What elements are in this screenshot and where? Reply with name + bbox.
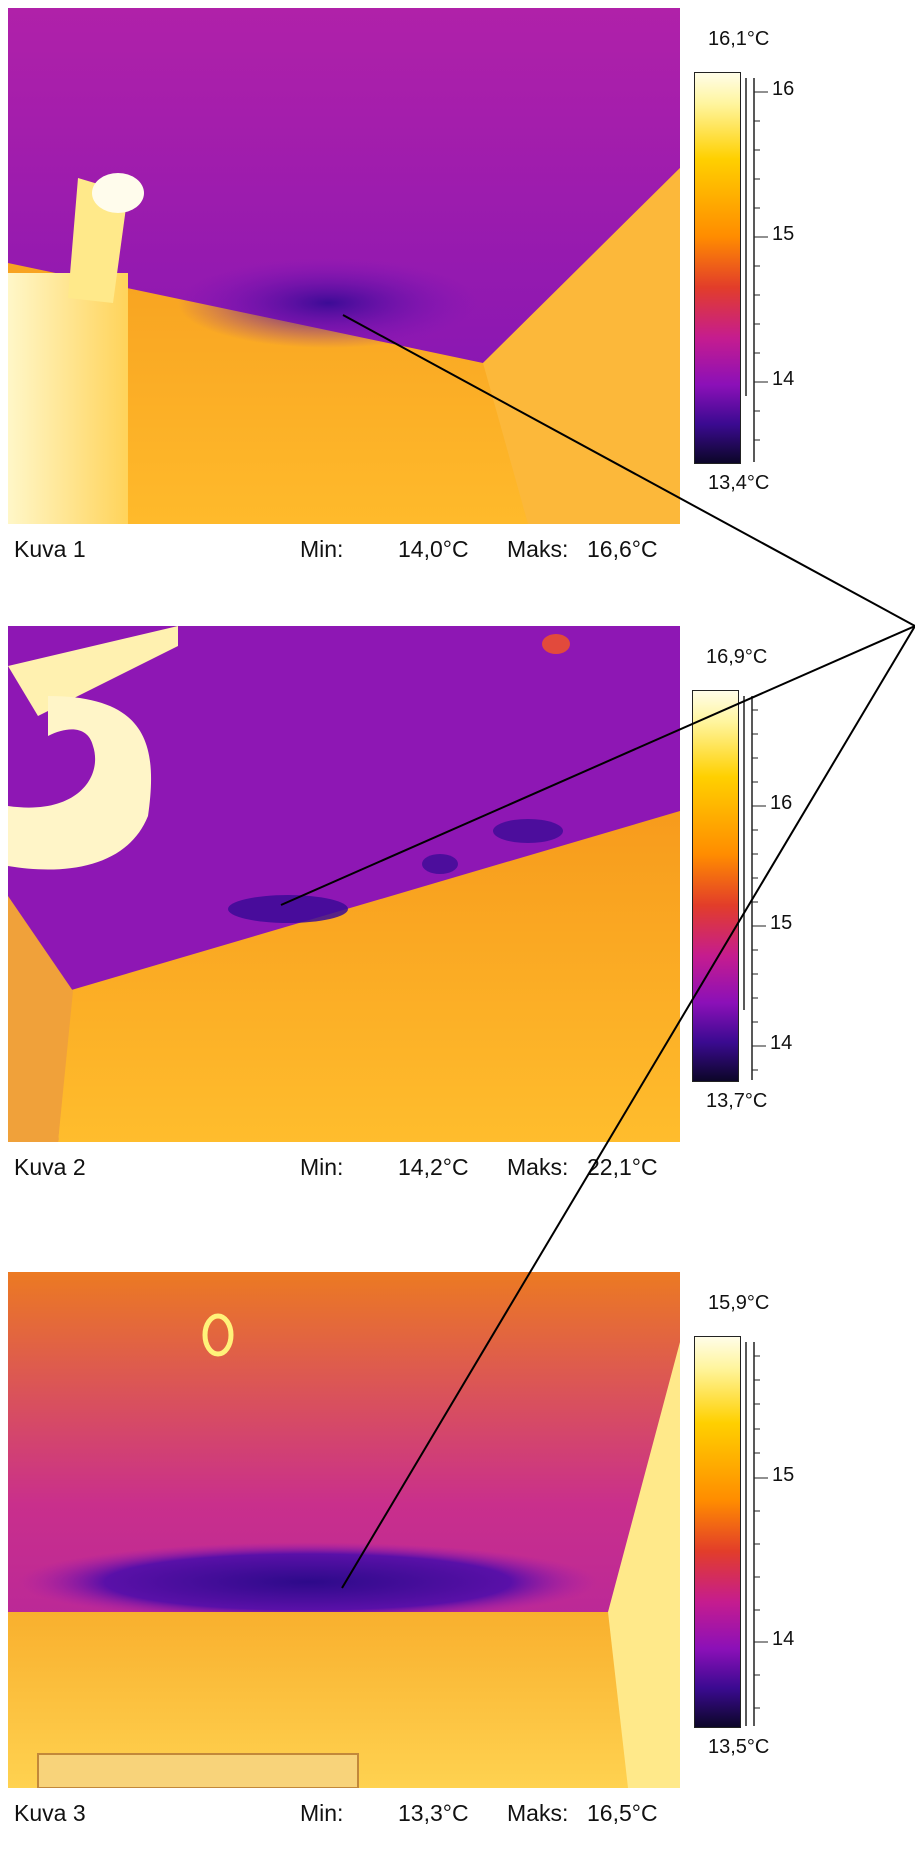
scale-min-label: 13,7°C <box>706 1090 768 1112</box>
thermal-image-2 <box>8 626 680 1142</box>
image-title: Kuva 3 <box>14 1800 86 1826</box>
color-scale-1: 16,1°C 16 15 14 13,4°C <box>686 22 836 502</box>
color-scale-2: 16,9°C 16 15 14 13,7°C <box>684 640 834 1120</box>
caption-3: Kuva 3 Min: 13,3°C Maks: 16,5°C <box>10 1800 686 1830</box>
min-value: 14,0°C <box>398 536 469 562</box>
scale-tick-label: 14 <box>770 1032 793 1054</box>
thermal-panel-3: Kuva 3 Min: 13,3°C Maks: 16,5°C <box>8 1272 684 1872</box>
max-value: 22,1°C <box>587 1154 658 1180</box>
max-label: Maks: <box>507 1800 569 1826</box>
scale-min-label: 13,4°C <box>708 472 770 494</box>
image-title: Kuva 1 <box>14 536 86 562</box>
caption-1: Kuva 1 Min: 14,0°C Maks: 16,6°C <box>10 536 686 566</box>
scale-gradient-bar <box>692 690 739 1082</box>
thermal-image-3 <box>8 1272 680 1788</box>
max-label: Maks: <box>507 1154 569 1180</box>
scale-tick-label: 14 <box>772 368 795 390</box>
thermal-image-1 <box>8 8 680 524</box>
image-title: Kuva 2 <box>14 1154 86 1180</box>
scale-tick-label: 14 <box>772 1628 795 1650</box>
scale-gradient-bar <box>694 72 741 464</box>
scale-tick-label: 15 <box>772 223 795 245</box>
color-scale-3: 15,9°C 15 14 13,5°C <box>686 1286 836 1766</box>
thermal-panel-2: Kuva 2 Min: 14,2°C Maks: 22,1°C <box>8 626 684 1226</box>
caption-2: Kuva 2 Min: 14,2°C Maks: 22,1°C <box>10 1154 686 1184</box>
scale-axis: 16 15 14 <box>742 690 812 1080</box>
min-label: Min: <box>300 536 344 562</box>
scale-max-label: 16,9°C <box>706 646 768 668</box>
scale-axis: 16 15 14 <box>744 72 814 462</box>
scale-tick-label: 16 <box>772 78 795 100</box>
max-label: Maks: <box>507 536 569 562</box>
scale-tick-label: 15 <box>772 1464 795 1486</box>
scale-max-label: 15,9°C <box>708 1292 770 1314</box>
min-label: Min: <box>300 1154 344 1180</box>
min-label: Min: <box>300 1800 344 1826</box>
scale-gradient-bar <box>694 1336 741 1728</box>
thermal-panel-1: Kuva 1 Min: 14,0°C Maks: 16,6°C <box>8 8 684 608</box>
scale-min-label: 13,5°C <box>708 1736 770 1758</box>
min-value: 13,3°C <box>398 1800 469 1826</box>
scale-tick-label: 16 <box>770 792 793 814</box>
min-value: 14,2°C <box>398 1154 469 1180</box>
scale-tick-label: 15 <box>770 912 793 934</box>
max-value: 16,5°C <box>587 1800 658 1826</box>
scale-axis: 15 14 <box>744 1336 814 1726</box>
scale-max-label: 16,1°C <box>708 28 770 50</box>
max-value: 16,6°C <box>587 536 658 562</box>
